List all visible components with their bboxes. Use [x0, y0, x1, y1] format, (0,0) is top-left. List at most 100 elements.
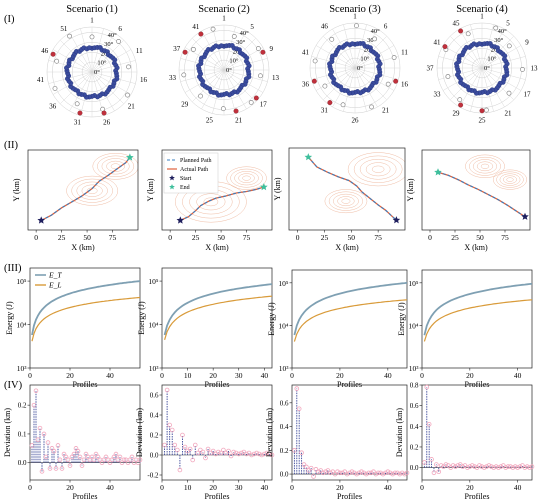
deviation-marker [395, 470, 400, 476]
y-axis-label: Energy (J) [267, 302, 276, 336]
deviation-marker [323, 469, 328, 474]
deviation-marker [164, 387, 170, 393]
polar-outer-marker [372, 36, 378, 42]
polar-spoke [354, 45, 395, 69]
polar-plot-4: 0° 10° 20° 30° 40° 1 5 9 13 17 21 25 29 33 37 41 45 [427, 13, 539, 125]
polar-outer-marker [329, 36, 335, 42]
y-tick-label: 0.2 [18, 402, 27, 410]
angle-tick-label: 41 [37, 76, 45, 84]
polar-outer-marker [520, 67, 525, 72]
radial-tick-label: 40° [498, 28, 508, 35]
polar-outer-marker [126, 64, 131, 70]
y-axis-label: Deviation (km) [395, 408, 404, 457]
deviation-marker [318, 468, 324, 473]
deviation-marker [304, 464, 309, 470]
deviation-marker [129, 454, 135, 460]
scenario-title-3: Scenario (3) [329, 4, 381, 15]
start-marker [37, 216, 45, 224]
deviation-marker [351, 470, 357, 476]
deviation-marker [328, 470, 333, 476]
deviation-marker [167, 422, 172, 428]
y-tick-label: 0.6 [280, 399, 289, 407]
angle-tick-label: 11 [401, 48, 408, 56]
y-axis-label: Energy (J) [5, 301, 14, 335]
angle-tick-label: 31 [74, 118, 82, 126]
polar-ring-marker [349, 41, 355, 47]
deviation-marker [75, 448, 81, 454]
x-tick-label: 40 [106, 483, 114, 492]
energy-panel-2: 10³ 10⁴ 10⁵ 0 10 20 30 40 Profiles Energy (J) [137, 267, 273, 389]
y-tick-label: 10⁴ [408, 321, 419, 330]
radial-tick-label: 30° [367, 37, 377, 44]
deviation-marker [366, 470, 371, 476]
deviation-marker [228, 453, 234, 459]
x-tick-label: 30 [235, 371, 243, 380]
deviation-marker [47, 466, 53, 471]
deviation-marker [481, 465, 487, 470]
polar-red-marker [182, 49, 188, 55]
polar-spoke [323, 36, 356, 69]
x-tick-label: 25 [321, 233, 329, 242]
polar-outer-marker [340, 102, 346, 108]
deviation-marker [383, 470, 388, 476]
deviation-marker [472, 464, 477, 469]
deviation-marker [354, 471, 359, 477]
deviation-marker [431, 470, 437, 476]
deviation-marker [422, 460, 427, 465]
x-tick-label: 0 [34, 233, 38, 242]
deviation-marker [244, 451, 249, 457]
angle-tick-label: 25 [206, 116, 214, 124]
x-tick-label: 0 [290, 371, 294, 380]
angle-tick-label: 1 [353, 13, 357, 21]
x-tick-label: 50 [348, 233, 356, 242]
deviation-marker [361, 470, 367, 476]
deviation-marker [503, 465, 508, 470]
polar-outer-marker [210, 26, 216, 32]
radial-tick-label: 20° [233, 48, 243, 55]
polar-spoke [223, 69, 247, 110]
deviation-marker [254, 450, 259, 456]
angle-tick-label: 6 [384, 22, 388, 30]
deviation-marker [434, 462, 439, 467]
polar-outer-marker [74, 101, 80, 107]
polar-outer-marker [506, 43, 512, 49]
deviation-marker [256, 451, 262, 457]
path-panel-2: 0 25 50 75 X (km) Y (km) Planned Path Actual Pa… [146, 149, 273, 252]
angle-tick-label: 21 [128, 103, 136, 111]
polar-spoke [48, 71, 93, 84]
deviation-marker [402, 471, 407, 477]
angle-tick-label: 25 [479, 117, 487, 125]
angle-tick-label: 1 [222, 15, 226, 23]
deviation-marker [375, 470, 381, 476]
polar-spoke [332, 67, 356, 108]
deviation-marker [368, 470, 374, 476]
axes-frame [421, 269, 533, 369]
radial-tick-label: 40° [240, 30, 250, 37]
polar-spoke [481, 67, 494, 112]
legend-start-swatch [169, 175, 175, 181]
deviation-marker [172, 442, 178, 448]
y-tick-label: 0.2 [150, 432, 159, 440]
angle-tick-label: 5 [506, 19, 510, 27]
contour-layer [324, 152, 405, 214]
contour-line [324, 189, 368, 214]
deviation-marker [484, 464, 489, 469]
deviation-marker [313, 467, 319, 472]
deviation-marker [356, 470, 362, 476]
contour-line [238, 173, 255, 183]
contour-line [328, 191, 364, 211]
deviation-marker [404, 470, 410, 476]
polar-spoke [91, 71, 136, 84]
deviation-marker [249, 452, 254, 458]
polar-outer-marker [312, 58, 318, 64]
legend-EL-label: E_L [48, 281, 62, 290]
contour-line [347, 152, 405, 187]
x-axis-label: Profiles [73, 380, 98, 389]
path-panel-1: 0 25 50 75 X (km) Y (km) [12, 149, 139, 252]
path-row: 0 25 50 75 X (km) Y (km) 0 25 50 75 X (km) Y (km) Pl… [12, 147, 531, 252]
polar-red-marker [253, 95, 259, 101]
deviation-marker [175, 447, 180, 453]
polar-outer-marker [258, 73, 263, 79]
